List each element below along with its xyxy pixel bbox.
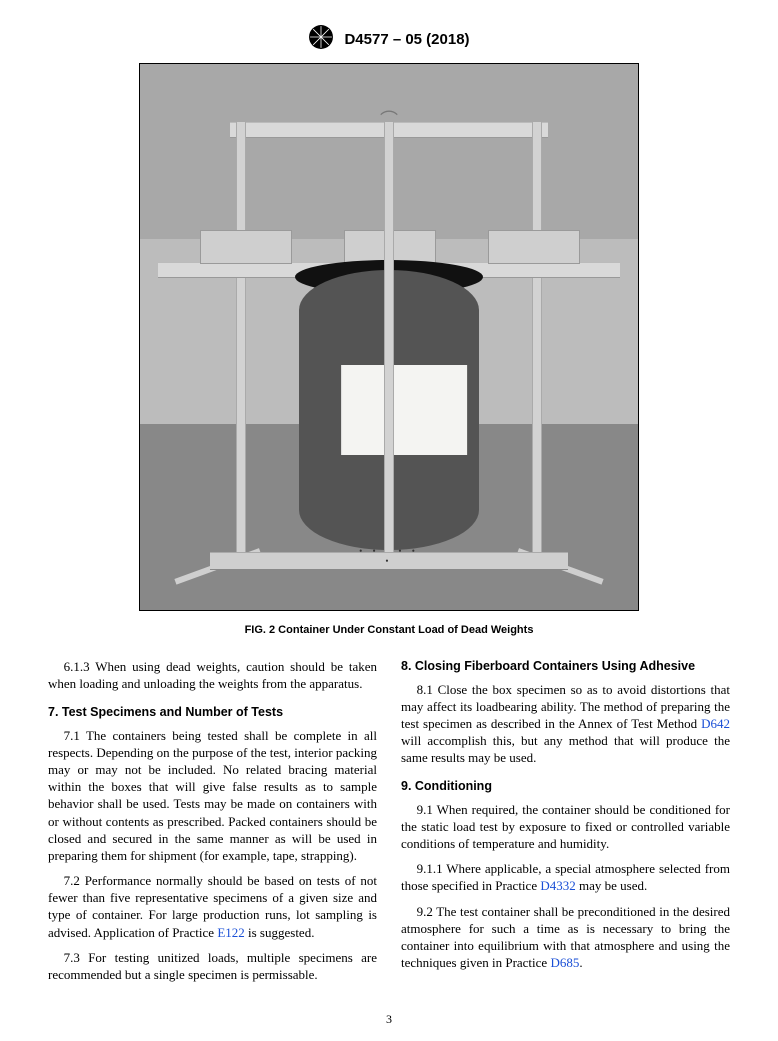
clause-8-1-text-b: will accomplish this, but any method tha… <box>401 733 730 765</box>
section-8-title: 8. Closing Fiberboard Containers Using A… <box>401 658 730 675</box>
clause-9-2: 9.2 The test container shall be precondi… <box>401 903 730 972</box>
ref-link-d4332[interactable]: D4332 <box>540 878 575 893</box>
right-column: 8. Closing Fiberboard Containers Using A… <box>401 658 730 991</box>
page-header: D4577 – 05 (2018) <box>48 24 730 55</box>
figure-2-image: ⌒ • • • •• <box>139 63 639 611</box>
clause-7-2-text-a: 7.2 Performance normally should be based… <box>48 873 377 939</box>
clause-7-2-text-b: is suggested. <box>245 925 315 940</box>
clause-7-1: 7.1 The containers being tested shall be… <box>48 727 377 864</box>
clause-8-1: 8.1 Close the box specimen so as to avoi… <box>401 681 730 767</box>
astm-logo <box>308 24 334 55</box>
figure-2-wrap: ⌒ • • • •• FIG. 2 Container Under Consta… <box>48 63 730 636</box>
clause-7-2: 7.2 Performance normally should be based… <box>48 872 377 941</box>
page: D4577 – 05 (2018) ⌒ • • • •• FIG. 2 Cont… <box>0 0 778 1041</box>
ref-link-d685[interactable]: D685 <box>550 955 579 970</box>
ref-link-d642[interactable]: D642 <box>701 716 730 731</box>
left-column: 6.1.3 When using dead weights, caution s… <box>48 658 377 991</box>
clause-9-1-1: 9.1.1 Where applicable, a special atmosp… <box>401 860 730 894</box>
clause-7-3: 7.3 For testing unitized loads, multiple… <box>48 949 377 983</box>
page-number: 3 <box>0 1012 778 1027</box>
body-columns: 6.1.3 When using dead weights, caution s… <box>48 658 730 991</box>
clause-8-1-text-a: 8.1 Close the box specimen so as to avoi… <box>401 682 730 731</box>
clause-6-1-3: 6.1.3 When using dead weights, caution s… <box>48 658 377 692</box>
section-9-title: 9. Conditioning <box>401 778 730 795</box>
clause-9-2-text-b: . <box>579 955 582 970</box>
standard-designation: D4577 – 05 (2018) <box>344 31 469 48</box>
clause-9-1: 9.1 When required, the container should … <box>401 801 730 852</box>
clause-9-1-1-text-b: may be used. <box>576 878 647 893</box>
figure-2-caption: FIG. 2 Container Under Constant Load of … <box>48 624 730 636</box>
ref-link-e122[interactable]: E122 <box>217 925 244 940</box>
section-7-title: 7. Test Specimens and Number of Tests <box>48 704 377 721</box>
